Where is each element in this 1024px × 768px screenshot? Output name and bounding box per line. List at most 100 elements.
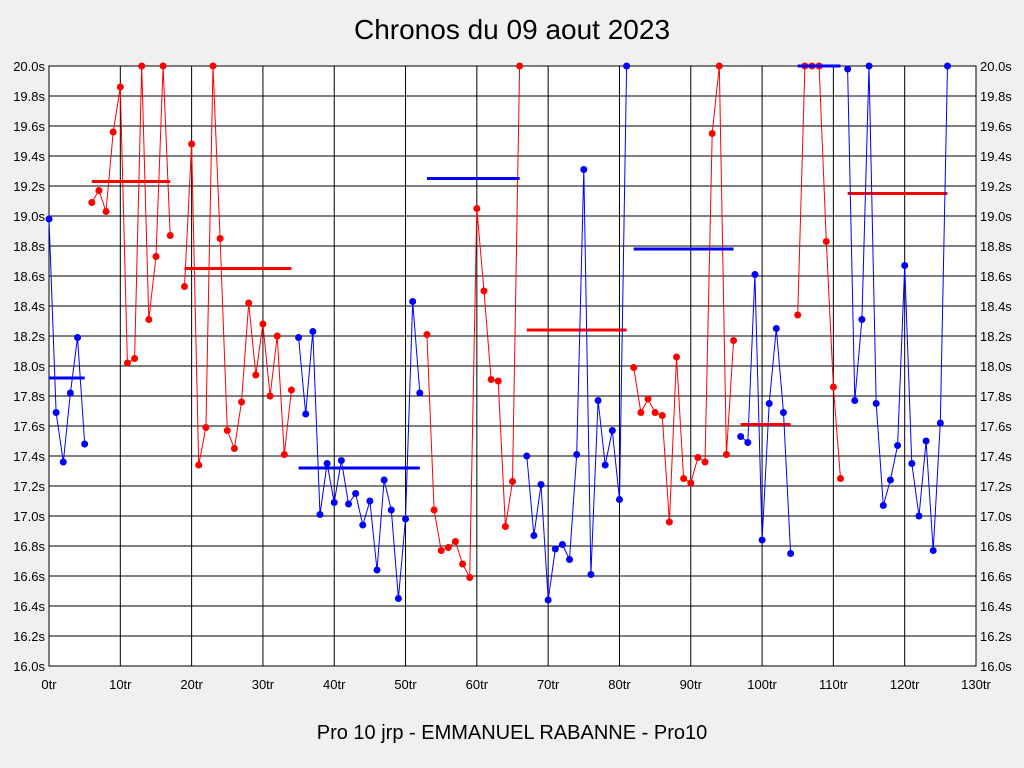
data-point-red: [180, 283, 188, 290]
data-point-blue: [359, 521, 367, 529]
data-point-blue: [872, 400, 880, 407]
data-point-red: [730, 337, 738, 344]
data-point-red: [829, 383, 837, 391]
y-tick-label-right: 19.8s: [980, 89, 1012, 104]
data-point-blue: [366, 497, 374, 505]
x-tick-label: 50tr: [394, 677, 417, 692]
data-point-red: [430, 506, 438, 514]
data-point-red: [473, 205, 481, 212]
series-line-blue: [740, 274, 792, 554]
data-point-red: [673, 353, 681, 361]
data-point-red: [195, 461, 203, 469]
y-tick-label-left: 17.4s: [13, 449, 45, 464]
y-tick-label-right: 17.4s: [980, 449, 1012, 464]
data-point-red: [651, 409, 659, 416]
y-tick-label-right: 16.2s: [980, 629, 1012, 644]
data-point-blue: [45, 215, 53, 223]
data-point-red: [102, 208, 110, 215]
data-point-blue: [758, 536, 766, 544]
data-point-red: [509, 478, 516, 485]
y-tick-label-left: 18.6s: [13, 269, 45, 284]
data-point-red: [708, 130, 716, 137]
y-tick-label-right: 17.6s: [980, 419, 1012, 434]
data-point-blue: [74, 334, 82, 341]
data-point-blue: [879, 502, 887, 509]
data-point-blue: [52, 409, 60, 416]
data-point-red: [822, 238, 830, 245]
data-point-blue: [915, 512, 923, 520]
data-point-red: [715, 62, 723, 70]
y-tick-label-right: 18.0s: [980, 359, 1012, 374]
y-tick-label-right: 16.8s: [980, 539, 1012, 554]
data-point-red: [459, 560, 467, 568]
chart-title: Chronos du 09 aout 2023: [353, 14, 671, 45]
y-tick-label-left: 17.6s: [13, 419, 45, 434]
data-point-blue: [908, 460, 916, 467]
y-tick-label-right: 17.2s: [980, 479, 1012, 494]
data-point-red: [423, 331, 431, 338]
data-point-red: [494, 377, 502, 385]
y-tick-label-right: 16.0s: [980, 659, 1012, 674]
data-point-blue: [751, 271, 759, 278]
x-tick-label: 0tr: [41, 677, 57, 692]
data-point-blue: [765, 400, 773, 407]
x-tick-label: 40tr: [323, 677, 346, 692]
data-point-blue: [594, 397, 602, 404]
y-tick-label-right: 18.6s: [980, 269, 1012, 284]
data-point-blue: [623, 62, 631, 70]
data-point-blue: [886, 476, 894, 484]
x-tick-label: 20tr: [180, 677, 203, 692]
data-point-blue: [566, 556, 574, 563]
y-tick-label-left: 16.6s: [13, 569, 45, 584]
data-point-red: [266, 392, 274, 400]
data-point-red: [88, 199, 96, 206]
y-tick-label-left: 19.4s: [13, 149, 45, 164]
data-point-red: [694, 454, 702, 461]
data-point-blue: [901, 262, 909, 269]
series-line-red: [91, 65, 171, 364]
data-point-blue: [537, 481, 545, 488]
y-tick-label-right: 19.0s: [980, 209, 1012, 224]
data-point-red: [109, 128, 117, 136]
data-point-blue: [865, 62, 873, 70]
data-point-blue: [394, 595, 402, 602]
data-point-blue: [587, 571, 595, 578]
x-tick-label: 100tr: [747, 677, 777, 692]
y-tick-label-left: 16.4s: [13, 599, 45, 614]
data-point-red: [188, 140, 196, 148]
y-tick-label-left: 19.8s: [13, 89, 45, 104]
data-point-red: [466, 574, 474, 581]
x-tick-label: 10tr: [109, 677, 132, 692]
data-point-blue: [779, 409, 787, 416]
data-point-blue: [323, 460, 331, 467]
data-point-blue: [352, 490, 360, 497]
data-point-blue: [936, 419, 944, 427]
y-tick-label-left: 16.8s: [13, 539, 45, 554]
data-point-blue: [402, 515, 410, 523]
x-tick-label: 80tr: [608, 677, 631, 692]
data-point-red: [152, 253, 160, 260]
x-tick-label: 130tr: [961, 677, 991, 692]
x-tick-label: 90tr: [680, 677, 703, 692]
y-tick-label-right: 18.8s: [980, 239, 1012, 254]
y-tick-label-left: 19.2s: [13, 179, 45, 194]
data-point-red: [680, 475, 688, 482]
data-point-red: [701, 458, 709, 466]
series-line-blue: [298, 301, 421, 599]
data-point-blue: [544, 596, 552, 604]
data-point-red: [516, 62, 524, 70]
data-point-red: [252, 371, 260, 379]
data-point-blue: [922, 437, 930, 445]
data-point-red: [202, 424, 210, 431]
y-tick-label-right: 19.4s: [980, 149, 1012, 164]
data-point-blue: [316, 511, 324, 518]
y-tick-label-left: 16.0s: [13, 659, 45, 674]
x-tick-label: 30tr: [252, 677, 275, 692]
data-point-blue: [302, 410, 310, 418]
data-point-blue: [81, 440, 89, 448]
data-point-blue: [387, 506, 395, 514]
x-tick-label: 70tr: [537, 677, 560, 692]
data-point-red: [501, 523, 509, 530]
data-point-red: [245, 299, 253, 307]
data-point-blue: [337, 457, 345, 464]
